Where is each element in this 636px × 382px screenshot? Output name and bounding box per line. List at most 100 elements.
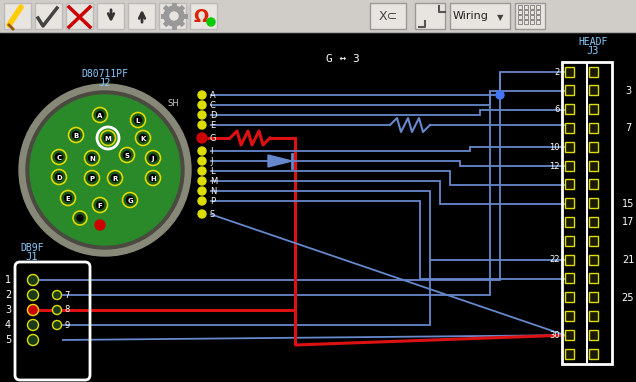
Text: G: G — [210, 134, 216, 143]
Bar — [518, 20, 522, 24]
Circle shape — [198, 147, 206, 155]
Bar — [518, 10, 522, 14]
Text: 2: 2 — [5, 290, 11, 300]
Text: X⊂: X⊂ — [378, 10, 398, 23]
Bar — [565, 104, 574, 114]
Circle shape — [55, 173, 62, 181]
Text: D80711PF: D80711PF — [81, 69, 128, 79]
Text: D: D — [210, 111, 216, 120]
Bar — [530, 20, 534, 24]
Bar — [589, 104, 598, 114]
Bar — [565, 123, 574, 133]
Circle shape — [198, 157, 206, 165]
Circle shape — [97, 112, 104, 118]
Circle shape — [149, 154, 156, 162]
Circle shape — [52, 170, 67, 185]
Text: M: M — [210, 177, 218, 186]
Text: F: F — [97, 202, 102, 209]
Circle shape — [170, 12, 178, 20]
Bar — [370, 3, 406, 29]
Bar — [589, 160, 598, 170]
Circle shape — [130, 113, 146, 128]
Circle shape — [198, 91, 206, 99]
Circle shape — [26, 91, 184, 249]
Circle shape — [198, 111, 206, 119]
Bar — [66, 3, 93, 29]
Text: 15: 15 — [622, 199, 634, 209]
Text: S: S — [210, 210, 215, 219]
Text: G ↔ 3: G ↔ 3 — [326, 54, 360, 64]
Circle shape — [95, 220, 105, 230]
Bar — [565, 85, 574, 95]
Text: K: K — [141, 136, 146, 141]
Bar — [536, 20, 540, 24]
Circle shape — [149, 175, 156, 181]
Bar — [536, 5, 540, 9]
Text: J2: J2 — [99, 78, 111, 88]
Bar — [589, 66, 598, 76]
Circle shape — [198, 167, 206, 175]
Text: E: E — [210, 121, 215, 130]
Bar — [518, 15, 522, 19]
Text: 22: 22 — [550, 256, 560, 264]
Circle shape — [27, 335, 39, 345]
Circle shape — [135, 131, 151, 146]
Circle shape — [198, 101, 206, 109]
Bar — [524, 20, 528, 24]
Circle shape — [198, 197, 206, 205]
Bar — [565, 292, 574, 302]
Bar — [524, 5, 528, 9]
Circle shape — [111, 175, 118, 181]
Text: P: P — [210, 197, 215, 206]
Text: I: I — [210, 147, 212, 156]
Bar — [565, 142, 574, 152]
Text: 10: 10 — [550, 143, 560, 152]
Bar — [565, 236, 574, 246]
Bar — [524, 10, 528, 14]
Circle shape — [53, 306, 62, 314]
Circle shape — [85, 151, 99, 165]
Text: R: R — [113, 175, 118, 181]
Circle shape — [127, 196, 134, 204]
Circle shape — [496, 91, 504, 99]
Circle shape — [19, 84, 191, 256]
Circle shape — [27, 304, 39, 316]
Circle shape — [107, 170, 123, 186]
Circle shape — [146, 170, 160, 186]
Circle shape — [197, 133, 207, 143]
Bar — [565, 348, 574, 358]
Circle shape — [27, 275, 39, 285]
Bar — [128, 3, 155, 29]
Circle shape — [53, 290, 62, 299]
Bar — [589, 198, 598, 208]
Bar — [565, 198, 574, 208]
Circle shape — [92, 197, 107, 212]
Bar — [589, 85, 598, 95]
Text: Ω: Ω — [193, 8, 209, 26]
Circle shape — [88, 154, 95, 162]
Bar — [515, 3, 545, 29]
Circle shape — [198, 187, 206, 195]
Text: SH: SH — [168, 99, 179, 107]
Text: Wiring: Wiring — [453, 11, 489, 21]
Circle shape — [198, 177, 206, 185]
Circle shape — [92, 107, 107, 123]
Circle shape — [164, 6, 184, 26]
Bar — [565, 179, 574, 189]
Circle shape — [100, 131, 116, 146]
Circle shape — [146, 151, 160, 165]
Circle shape — [123, 152, 130, 159]
Text: 9: 9 — [64, 320, 69, 330]
Circle shape — [77, 215, 83, 221]
Text: DB9F: DB9F — [20, 243, 44, 253]
Text: 2: 2 — [555, 68, 560, 76]
Circle shape — [139, 134, 146, 141]
Bar — [589, 254, 598, 264]
Circle shape — [97, 201, 104, 209]
Polygon shape — [268, 155, 292, 167]
Bar — [536, 10, 540, 14]
Circle shape — [73, 211, 87, 225]
Text: N: N — [89, 155, 95, 162]
Text: ▼: ▼ — [497, 13, 503, 23]
Text: P: P — [90, 175, 95, 181]
